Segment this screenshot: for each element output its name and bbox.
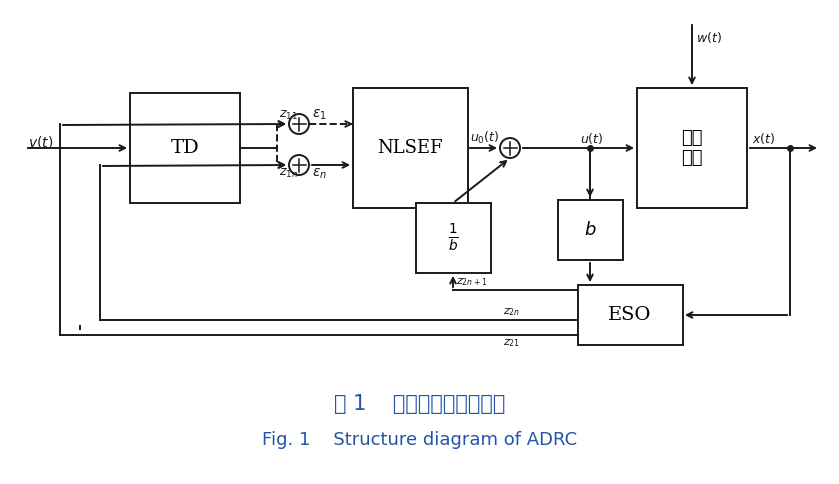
Text: $\varepsilon_n$: $\varepsilon_n$	[312, 167, 327, 182]
Text: NLSEF: NLSEF	[378, 139, 443, 157]
Text: Fig. 1    Structure diagram of ADRC: Fig. 1 Structure diagram of ADRC	[262, 431, 577, 449]
Text: $z_{11}$: $z_{11}$	[279, 109, 298, 122]
Text: $z_{21}$: $z_{21}$	[503, 337, 520, 349]
Text: $\varepsilon_1$: $\varepsilon_1$	[312, 107, 326, 122]
Bar	[415, 203, 491, 273]
Text: $b$: $b$	[584, 221, 597, 239]
Text: $\frac{1}{b}$: $\frac{1}{b}$	[448, 223, 458, 254]
Bar	[352, 88, 467, 208]
Text: $u_0(t)$: $u_0(t)$	[470, 130, 499, 146]
Text: $u(t)$: $u(t)$	[580, 131, 603, 146]
Text: $z_{1n}$: $z_{1n}$	[279, 167, 298, 180]
Bar	[130, 93, 240, 203]
Text: $v(t)$: $v(t)$	[28, 134, 53, 150]
Text: $w(t)$: $w(t)$	[696, 30, 722, 45]
Text: 图 1    自抗扰控制器结构图: 图 1 自抗扰控制器结构图	[334, 394, 505, 414]
Bar	[577, 285, 682, 345]
Text: $z_{2n}$: $z_{2n}$	[503, 306, 520, 318]
Text: 控制
对象: 控制 对象	[681, 129, 703, 167]
Text: ESO: ESO	[608, 306, 652, 324]
Bar	[557, 200, 623, 260]
Text: $x(t)$: $x(t)$	[752, 131, 775, 146]
Text: TD: TD	[170, 139, 200, 157]
Text: $z_{2n+1}$: $z_{2n+1}$	[456, 276, 487, 288]
Bar	[637, 88, 747, 208]
